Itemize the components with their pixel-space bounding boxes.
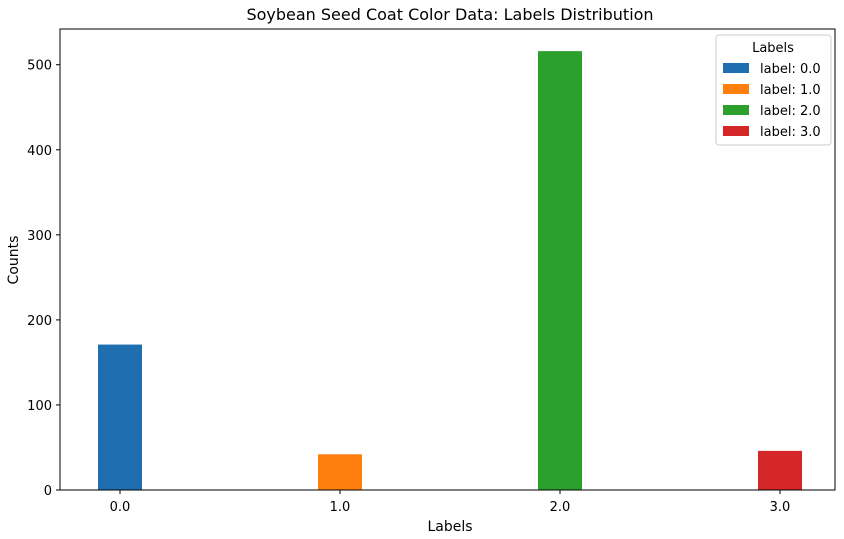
legend-label: label: 3.0 (760, 125, 821, 140)
x-axis-label: Labels (427, 519, 472, 535)
chart-title: Soybean Seed Coat Color Data: Labels Dis… (246, 5, 653, 24)
legend-label: label: 0.0 (760, 62, 821, 77)
x-tick-label: 2.0 (550, 500, 571, 515)
y-tick-label: 100 (27, 399, 52, 414)
legend-label: label: 1.0 (760, 83, 821, 98)
legend-label: label: 2.0 (760, 104, 821, 119)
legend-swatch (723, 126, 749, 136)
legend-swatch (723, 84, 749, 94)
y-tick-label: 500 (27, 59, 52, 74)
bar-0-0 (98, 344, 142, 490)
x-tick-label: 1.0 (330, 500, 351, 515)
y-tick-label: 300 (27, 229, 52, 244)
axes-group: 0 100 200 300 400 500 0.0 1.0 2.0 3.0 (27, 28, 836, 515)
bar-3-0 (758, 450, 802, 490)
y-tick-label: 0 (44, 484, 52, 499)
bar-1-0 (318, 454, 362, 490)
y-axis-label: Counts (6, 236, 22, 285)
y-tick-label: 400 (27, 144, 52, 159)
y-tick-label: 200 (27, 314, 52, 329)
legend: Labels label: 0.0 label: 1.0 label: 2.0 lab… (715, 34, 832, 146)
legend-box (715, 34, 832, 146)
x-tick-label: 0.0 (110, 500, 131, 515)
legend-title: Labels (752, 41, 794, 56)
legend-swatch (723, 63, 749, 73)
x-tick-label: 3.0 (770, 500, 791, 515)
bar-2-0 (538, 51, 582, 491)
plot-frame (59, 28, 836, 491)
legend-swatch (723, 105, 749, 115)
bars-group (98, 51, 802, 491)
